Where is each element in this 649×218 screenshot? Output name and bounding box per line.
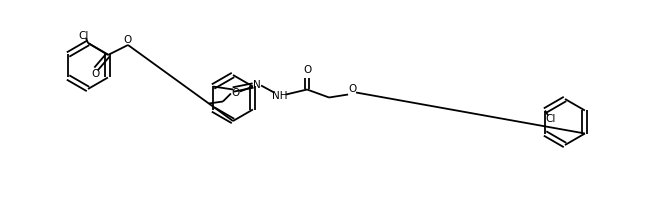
Text: O: O bbox=[303, 65, 312, 75]
Text: O: O bbox=[232, 89, 240, 99]
Text: Cl: Cl bbox=[545, 114, 556, 124]
Text: O: O bbox=[91, 69, 99, 79]
Text: N: N bbox=[253, 80, 261, 90]
Text: O: O bbox=[348, 83, 356, 94]
Text: O: O bbox=[124, 35, 132, 45]
Text: Cl: Cl bbox=[79, 31, 89, 41]
Text: NH: NH bbox=[273, 90, 288, 100]
